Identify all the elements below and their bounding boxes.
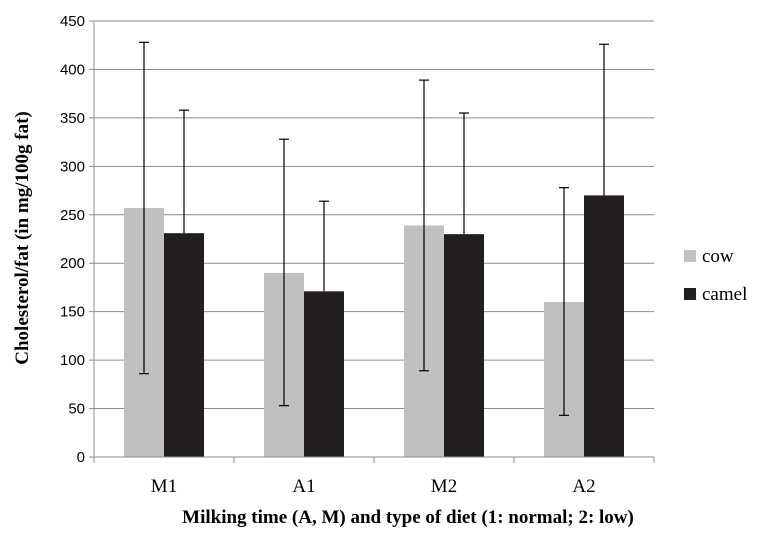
x-tick-label: M2 xyxy=(431,476,457,497)
y-tick-label: 0 xyxy=(77,449,85,466)
y-tick-label: 300 xyxy=(60,158,85,175)
x-tick-label: A2 xyxy=(572,476,595,497)
y-tick-label: 450 xyxy=(60,13,85,30)
axes xyxy=(89,20,655,463)
x-tick-label: A1 xyxy=(292,476,315,497)
bars xyxy=(124,195,624,457)
y-tick-label: 150 xyxy=(60,304,85,321)
y-tick-label: 50 xyxy=(68,401,85,418)
legend-swatch-camel xyxy=(684,288,696,300)
y-tick-label: 200 xyxy=(60,255,85,272)
y-tick-label: 400 xyxy=(60,61,85,78)
bar-camel-M1 xyxy=(164,233,204,457)
bar-camel-A1 xyxy=(304,291,344,457)
y-tick-labels: 0 50 100 150 200 250 300 350 400 450 xyxy=(60,13,85,466)
y-tick-label: 250 xyxy=(60,207,85,224)
x-tick-labels: M1 A1 M2 A2 xyxy=(151,476,596,497)
legend: cow camel xyxy=(684,246,747,305)
legend-label-cow: cow xyxy=(702,246,734,267)
x-tick-label: M1 xyxy=(151,476,177,497)
x-axis-title: Milking time (A, M) and type of diet (1:… xyxy=(182,507,634,528)
y-tick-label: 100 xyxy=(60,352,85,369)
bar-camel-A2 xyxy=(584,195,624,457)
legend-swatch-cow xyxy=(684,250,696,262)
y-axis-title: Cholesterol/fat (in mg/100g fat) xyxy=(12,111,33,364)
error-bars xyxy=(139,41,609,416)
y-tick-label: 350 xyxy=(60,110,85,127)
legend-label-camel: camel xyxy=(702,284,747,305)
bar-camel-M2 xyxy=(444,234,484,457)
